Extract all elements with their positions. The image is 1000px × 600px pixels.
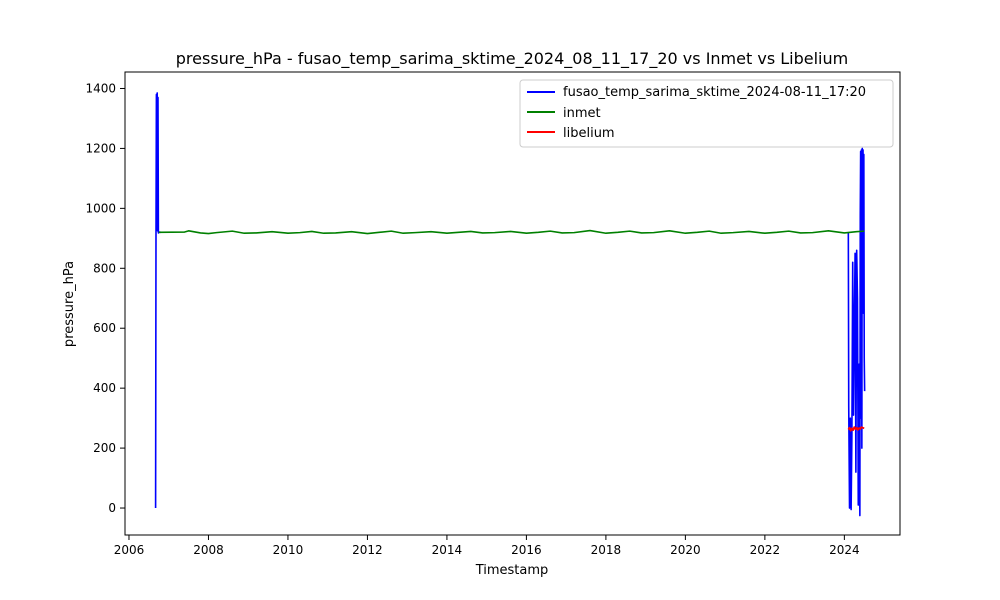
x-axis: 2006 2008 2010 2012 2014 2016 2018 2020 2022 2024 xyxy=(114,535,860,557)
legend-label-libelium: libelium xyxy=(563,126,615,141)
y-tick-label: 600 xyxy=(93,321,116,335)
x-axis-label: Timestamp xyxy=(475,563,549,578)
x-tick-label: 2024 xyxy=(829,543,860,557)
y-axis: 0 200 400 600 800 1000 1200 1400 xyxy=(85,81,125,515)
x-tick-label: 2014 xyxy=(432,543,463,557)
y-tick-label: 800 xyxy=(93,261,116,275)
y-axis-label: pressure_hPa xyxy=(62,261,77,347)
y-tick-label: 400 xyxy=(93,381,116,395)
y-tick-label: 0 xyxy=(108,501,116,515)
y-tick-label: 1000 xyxy=(85,201,116,215)
plot-frame xyxy=(124,71,901,536)
series-layer xyxy=(154,92,866,517)
y-tick-label: 200 xyxy=(93,441,116,455)
x-tick-label: 2010 xyxy=(273,543,304,557)
x-tick-label: 2022 xyxy=(750,543,781,557)
y-tick-label: 1200 xyxy=(85,141,116,155)
x-tick-label: 2008 xyxy=(193,543,224,557)
y-tick-label: 1400 xyxy=(85,81,116,95)
x-tick-label: 2006 xyxy=(114,543,145,557)
chart-title: pressure_hPa - fusao_temp_sarima_sktime_… xyxy=(176,49,848,69)
x-tick-label: 2018 xyxy=(591,543,622,557)
x-tick-label: 2020 xyxy=(670,543,701,557)
legend: fusao_temp_sarima_sktime_2024-08-11_17:2… xyxy=(519,79,894,148)
x-tick-label: 2016 xyxy=(511,543,542,557)
x-tick-label: 2012 xyxy=(352,543,383,557)
legend-label-inmet: inmet xyxy=(563,106,601,121)
legend-box xyxy=(519,79,894,148)
series-line-inmet xyxy=(158,229,865,235)
series-line-fusao xyxy=(154,92,866,517)
series-line-libelium xyxy=(847,426,865,432)
legend-label-fusao: fusao_temp_sarima_sktime_2024-08-11_17:2… xyxy=(563,85,866,100)
